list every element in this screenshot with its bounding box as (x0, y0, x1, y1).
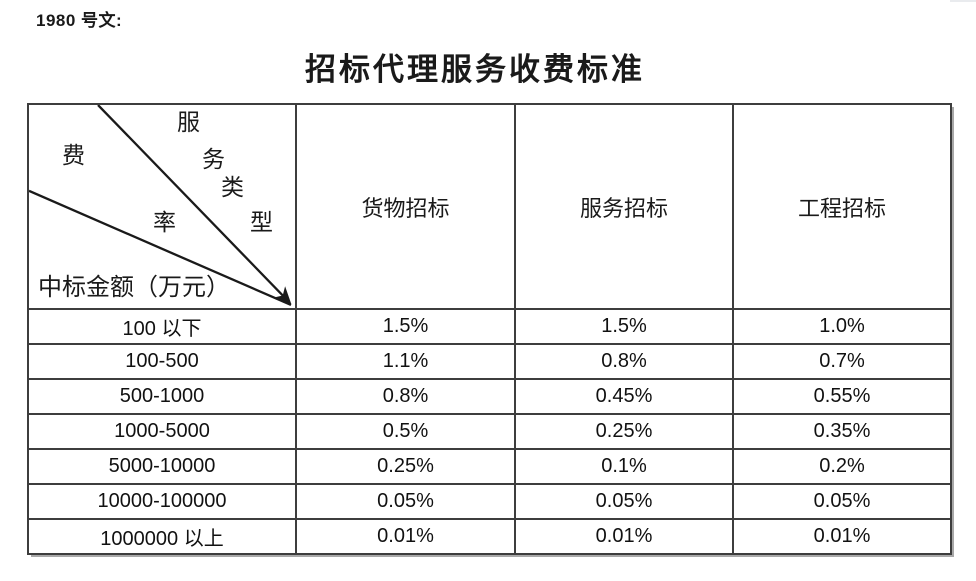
rate-value: 0.01% (514, 518, 734, 555)
diagonal-label-service-type-char: 类 (221, 175, 244, 200)
bid-amount-range: 5000-10000 (27, 448, 297, 485)
rate-value: 0.8% (514, 343, 734, 380)
screen-edge-artifact (950, 0, 976, 2)
diagonal-label-service-type-char: 务 (202, 147, 225, 172)
table-row: 1000000 以上 0.01% 0.01% 0.01% (27, 518, 952, 555)
rate-value: 0.05% (732, 483, 952, 520)
page-title: 招标代理服务收费标准 (305, 52, 645, 87)
bid-amount-range: 1000000 以上 (27, 518, 297, 555)
diagonal-header-cell: 服 务 类 型 费 率 中标金额（万元） (27, 103, 297, 310)
table-row: 100-500 1.1% 0.8% 0.7% (27, 343, 952, 380)
diagonal-split-lines (30, 106, 292, 307)
rate-value: 0.25% (295, 448, 516, 485)
rate-value: 1.1% (295, 343, 516, 380)
rate-value: 0.01% (732, 518, 952, 555)
bid-amount-range: 100 以下 (27, 308, 297, 345)
rate-value: 1.5% (514, 308, 734, 345)
column-header-goods-bidding: 货物招标 (295, 103, 516, 310)
table-row: 10000-100000 0.05% 0.05% 0.05% (27, 483, 952, 520)
column-header-services-bidding: 服务招标 (514, 103, 734, 310)
table-row: 1000-5000 0.5% 0.25% 0.35% (27, 413, 952, 450)
table-row: 500-1000 0.8% 0.45% 0.55% (27, 378, 952, 415)
diagonal-label-service-type-char: 服 (177, 110, 200, 135)
bid-amount-range: 500-1000 (27, 378, 297, 415)
bid-amount-range: 1000-5000 (27, 413, 297, 450)
rate-value: 0.05% (295, 483, 516, 520)
diagonal-label-fee-rate-char: 率 (153, 210, 176, 235)
bid-amount-range: 100-500 (27, 343, 297, 380)
rate-value: 0.05% (514, 483, 734, 520)
fee-standard-table: 服 务 类 型 费 率 中标金额（万元） 货物招标 服务招标 工程招标 100 … (27, 103, 952, 555)
document-number: 1980 号文: (36, 11, 123, 30)
rate-value: 0.1% (514, 448, 734, 485)
bid-amount-range: 10000-100000 (27, 483, 297, 520)
rate-value: 0.8% (295, 378, 516, 415)
table-row: 5000-10000 0.25% 0.1% 0.2% (27, 448, 952, 485)
diagonal-label-fee-rate-char: 费 (62, 143, 85, 168)
rate-value: 1.5% (295, 308, 516, 345)
rate-value: 0.45% (514, 378, 734, 415)
rate-value: 0.2% (732, 448, 952, 485)
rate-value: 0.01% (295, 518, 516, 555)
diagonal-label-service-type-char: 型 (250, 210, 273, 235)
rate-value: 0.7% (732, 343, 952, 380)
rate-value: 0.5% (295, 413, 516, 450)
rate-value: 0.35% (732, 413, 952, 450)
column-header-works-bidding: 工程招标 (732, 103, 952, 310)
table-row: 100 以下 1.5% 1.5% 1.0% (27, 308, 952, 345)
diagonal-label-bid-amount: 中标金额（万元） (38, 275, 230, 301)
rate-value: 1.0% (732, 308, 952, 345)
rate-value: 0.55% (732, 378, 952, 415)
rate-value: 0.25% (514, 413, 734, 450)
table-header-row: 服 务 类 型 费 率 中标金额（万元） 货物招标 服务招标 工程招标 (27, 103, 952, 310)
